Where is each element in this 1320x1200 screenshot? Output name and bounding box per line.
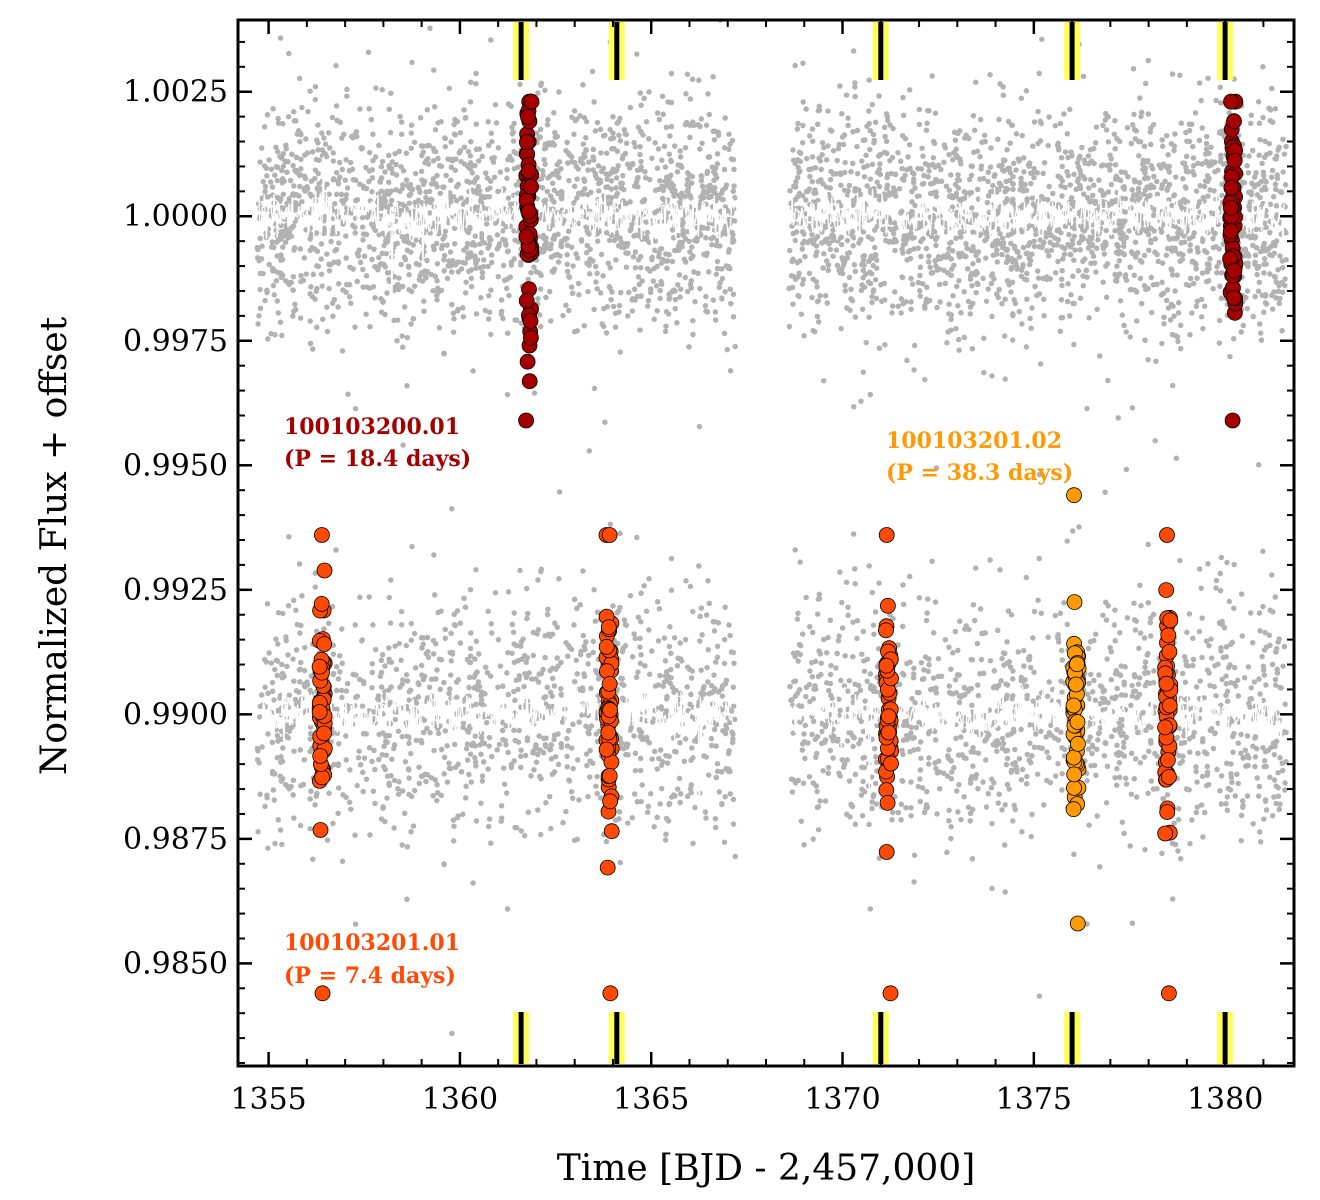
transit-points-100103201-01-3 <box>878 527 899 1002</box>
transit-marker-bottom-2 <box>614 1012 620 1064</box>
transit-points-100103201-01-1 <box>311 527 333 1002</box>
transit-marker-bottom-5 <box>1222 1012 1228 1064</box>
annotation-planet-100103201-01-id: 100103201.01 <box>284 930 460 956</box>
transit-marker-top-3 <box>878 22 884 80</box>
binned-light-curve-2-segment-2 <box>788 660 1285 803</box>
annotation-planet-100103200-01-id: 100103200.01 <box>284 414 460 440</box>
transit-points-100103201-01-2 <box>598 527 620 1002</box>
transit-marker-top-5 <box>1222 22 1228 80</box>
y-axis-label: Normalized Flux + offset <box>34 316 75 775</box>
transit-points-100103200-01-1 <box>518 93 540 429</box>
transit-points-100103201-01-4 <box>1157 527 1179 1002</box>
y-tick-label: 0.9925 <box>123 573 228 608</box>
y-tick-label: 0.9950 <box>123 448 228 483</box>
y-tick-label: 0.9900 <box>123 697 228 732</box>
transit-markers <box>513 22 1234 1064</box>
transit-points-100103200-01-2 <box>1222 93 1244 429</box>
annotation-planet-100103201-02-period: (P = 38.3 days) <box>886 460 1073 486</box>
x-axis-label: Time [BJD - 2,457,000] <box>557 1148 976 1189</box>
y-tick-label: 1.0000 <box>123 199 228 234</box>
y-tick-label: 1.0025 <box>123 75 228 110</box>
transit-marker-bottom-4 <box>1069 1012 1075 1064</box>
transit-marker-bottom-3 <box>878 1012 884 1064</box>
transit-marker-top-1 <box>518 22 524 80</box>
annotation-planet-100103201-02-id: 100103201.02 <box>886 428 1062 454</box>
transit-marker-top-2 <box>614 22 620 80</box>
transit-points-100103201-02-1 <box>1065 487 1087 932</box>
binned-light-curve-1-segment-1 <box>258 156 736 308</box>
binned-light-curve-2-segment-1 <box>258 687 736 845</box>
annotation-planet-100103200-01-period: (P = 18.4 days) <box>284 446 471 472</box>
x-tick-label: 1370 <box>804 1082 880 1117</box>
y-tick-label: 0.9975 <box>123 324 228 359</box>
raw-flux-points-2 <box>254 391 1289 1064</box>
x-tick-label: 1375 <box>996 1082 1072 1117</box>
transit-marker-bottom-1 <box>518 1012 524 1064</box>
transit-marker-top-4 <box>1069 22 1075 80</box>
x-tick-label: 1355 <box>230 1082 306 1117</box>
annotation-planet-100103201-01-period: (P = 7.4 days) <box>284 963 456 989</box>
binned-light-curve-1-segment-2 <box>788 186 1285 249</box>
raw-flux-points-1 <box>254 20 1289 584</box>
y-tick-label: 0.9875 <box>123 822 228 857</box>
plot-area <box>254 20 1289 1064</box>
x-tick-label: 1360 <box>422 1082 498 1117</box>
x-tick-label: 1380 <box>1187 1082 1263 1117</box>
y-tick-label: 0.9850 <box>123 946 228 981</box>
x-tick-label: 1365 <box>613 1082 689 1117</box>
axis-ticks: 1355 1360 1365 1370 1375 1380 0.9850 0.9875 0.99… <box>123 20 1294 1117</box>
